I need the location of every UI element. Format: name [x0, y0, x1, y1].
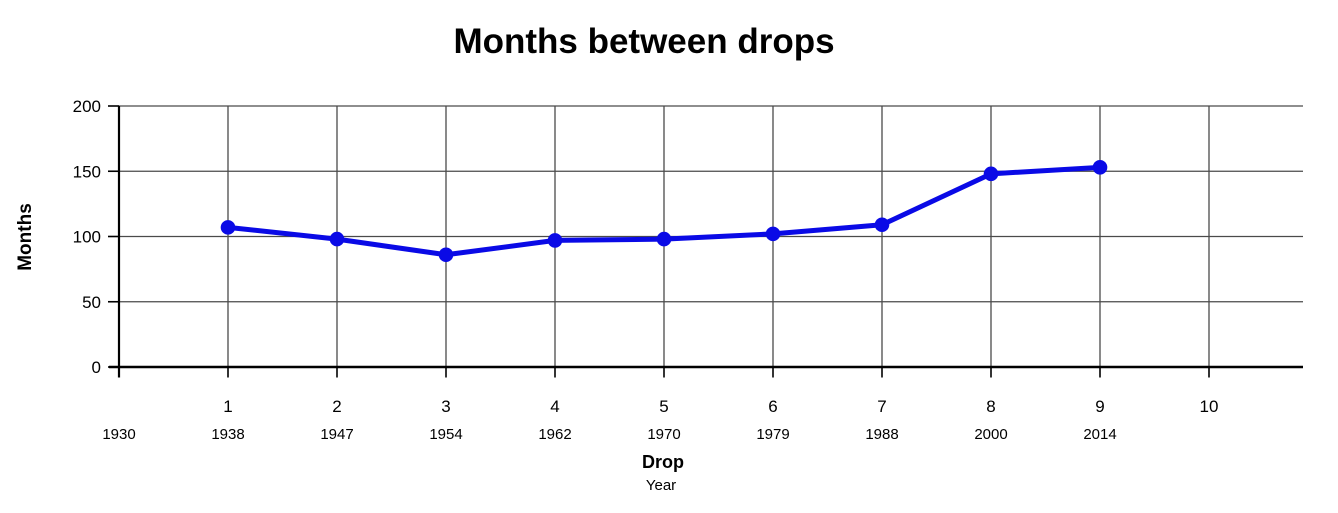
- data-point-5: [656, 231, 672, 247]
- year-label-2000: 2000: [974, 426, 1007, 443]
- year-label-1970: 1970: [647, 426, 680, 443]
- data-point-7: [874, 217, 890, 233]
- data-point-9: [1092, 160, 1108, 175]
- x-axis-title: Drop: [642, 452, 684, 472]
- year-label-1988: 1988: [865, 426, 898, 443]
- chart-title: Months between drops: [453, 22, 835, 61]
- x-tick-label-10: 10: [1200, 397, 1219, 416]
- x-tick-label-6: 6: [768, 397, 777, 416]
- x-tick-label-4: 4: [550, 397, 559, 416]
- year-label-1979: 1979: [756, 426, 789, 443]
- data-point-2: [329, 231, 345, 247]
- year-label-1947: 1947: [320, 426, 353, 443]
- x-tick-label-5: 5: [659, 397, 668, 416]
- data-point-1: [220, 220, 236, 235]
- data-point-8: [983, 166, 999, 182]
- x-tick-label-2: 2: [332, 397, 341, 416]
- x-tick-label-9: 9: [1095, 397, 1104, 416]
- y-tick-label-50: 50: [82, 293, 101, 312]
- x-axis-subtitle: Year: [645, 477, 677, 494]
- year-label-1954: 1954: [429, 426, 462, 443]
- y-tick-label-100: 100: [73, 228, 101, 247]
- y-tick-label-150: 150: [73, 162, 101, 181]
- x-tick-label-1: 1: [223, 397, 232, 416]
- x-tick-label-3: 3: [441, 397, 450, 416]
- data-point-3: [438, 247, 454, 263]
- data-point-6: [765, 226, 781, 242]
- year-label-1930: 1930: [102, 426, 135, 443]
- data-point-4: [547, 233, 563, 248]
- x-tick-label-8: 8: [986, 397, 995, 416]
- year-label-2014: 2014: [1083, 426, 1116, 443]
- year-label-1938: 1938: [211, 426, 244, 443]
- y-tick-label-0: 0: [92, 358, 101, 377]
- x-tick-label-7: 7: [877, 397, 886, 416]
- year-label-1962: 1962: [538, 426, 571, 443]
- y-tick-label-200: 200: [73, 97, 101, 116]
